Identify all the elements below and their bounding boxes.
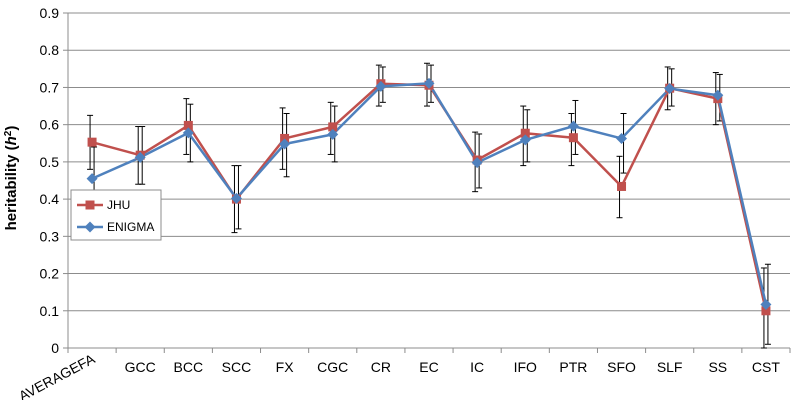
x-axis-ticks: AVERAGEFA GCC BCC SCC FX CGC CR EC IC IFO PTR SFO SL…: [16, 348, 791, 400]
error-bars: [87, 62, 771, 349]
y-tick-label: 0.7: [40, 79, 60, 95]
x-tick-label: IFO: [514, 359, 537, 375]
y-tick-label: 0.4: [40, 191, 60, 207]
x-tick-label: SLF: [657, 359, 683, 375]
data-point-enigma: [616, 132, 628, 144]
series-line-jhu: [91, 82, 768, 312]
series-lines: [91, 82, 768, 312]
x-tick-label: AVERAGEFA: [16, 350, 98, 400]
x-tick-label: SCC: [222, 359, 252, 375]
grid-lines: [68, 12, 790, 312]
y-axis-label: heritability (h2): [3, 126, 21, 231]
x-tick-label: IC: [470, 359, 484, 375]
x-tick-label: GCC: [125, 359, 156, 375]
data-point-enigma: [664, 83, 676, 95]
data-point-enigma: [519, 134, 531, 146]
y-tick-label: 0.5: [40, 154, 60, 170]
data-point-jhu: [617, 181, 627, 191]
x-tick-label: FX: [276, 359, 295, 375]
data-point-enigma: [567, 120, 579, 132]
data-point-jhu: [328, 122, 338, 132]
data-point-enigma: [86, 173, 98, 185]
data-point-enigma: [712, 89, 724, 101]
legend-marker: [84, 221, 96, 233]
legend-label: JHU: [107, 198, 130, 212]
legend-label: ENIGMA: [107, 220, 154, 234]
series-markers: [86, 77, 772, 316]
y-tick-label: 0.2: [40, 266, 60, 282]
series-line-enigma: [91, 82, 768, 305]
x-tick-label: CGC: [317, 359, 348, 375]
data-point-enigma: [279, 138, 291, 150]
legend-box: [70, 189, 162, 241]
x-tick-label: BCC: [174, 359, 204, 375]
data-point-jhu: [87, 137, 97, 147]
data-point-jhu: [568, 133, 578, 143]
error-bar-enigma: [620, 113, 627, 174]
legend-entry-enigma: ENIGMA: [77, 220, 154, 234]
data-point-jhu: [761, 306, 771, 316]
data-point-jhu: [280, 133, 290, 143]
legend-entry-jhu: JHU: [77, 198, 130, 212]
data-point-enigma: [134, 151, 146, 163]
x-tick-label: EC: [419, 359, 438, 375]
data-point-enigma: [423, 77, 435, 89]
data-point-enigma: [375, 80, 387, 92]
data-point-enigma: [182, 127, 194, 139]
y-tick-label: 0: [51, 340, 59, 356]
y-tick-label: 0.9: [40, 5, 60, 21]
y-tick-label: 0.6: [40, 117, 60, 133]
data-point-enigma: [327, 128, 339, 140]
x-tick-label: SS: [708, 359, 727, 375]
data-point-enigma: [471, 157, 483, 169]
x-tick-label: CST: [752, 359, 780, 375]
data-point-jhu: [183, 120, 193, 130]
legend-marker: [85, 200, 95, 210]
y-axis-ticks: 0 0.1 0.2 0.3 0.4 0.5 0.6 0.7 0.8 0.9: [40, 5, 68, 356]
x-tick-label: SFO: [607, 359, 636, 375]
y-tick-label: 0.1: [40, 303, 60, 319]
legend: JHU ENIGMA: [70, 189, 162, 241]
data-point-jhu: [520, 128, 530, 138]
y-tick-label: 0.8: [40, 42, 60, 58]
axes: [67, 13, 790, 349]
data-point-enigma: [760, 298, 772, 310]
x-tick-label: CR: [371, 359, 391, 375]
y-tick-label: 0.3: [40, 228, 60, 244]
x-tick-label: PTR: [559, 359, 587, 375]
data-point-enigma: [230, 192, 242, 204]
